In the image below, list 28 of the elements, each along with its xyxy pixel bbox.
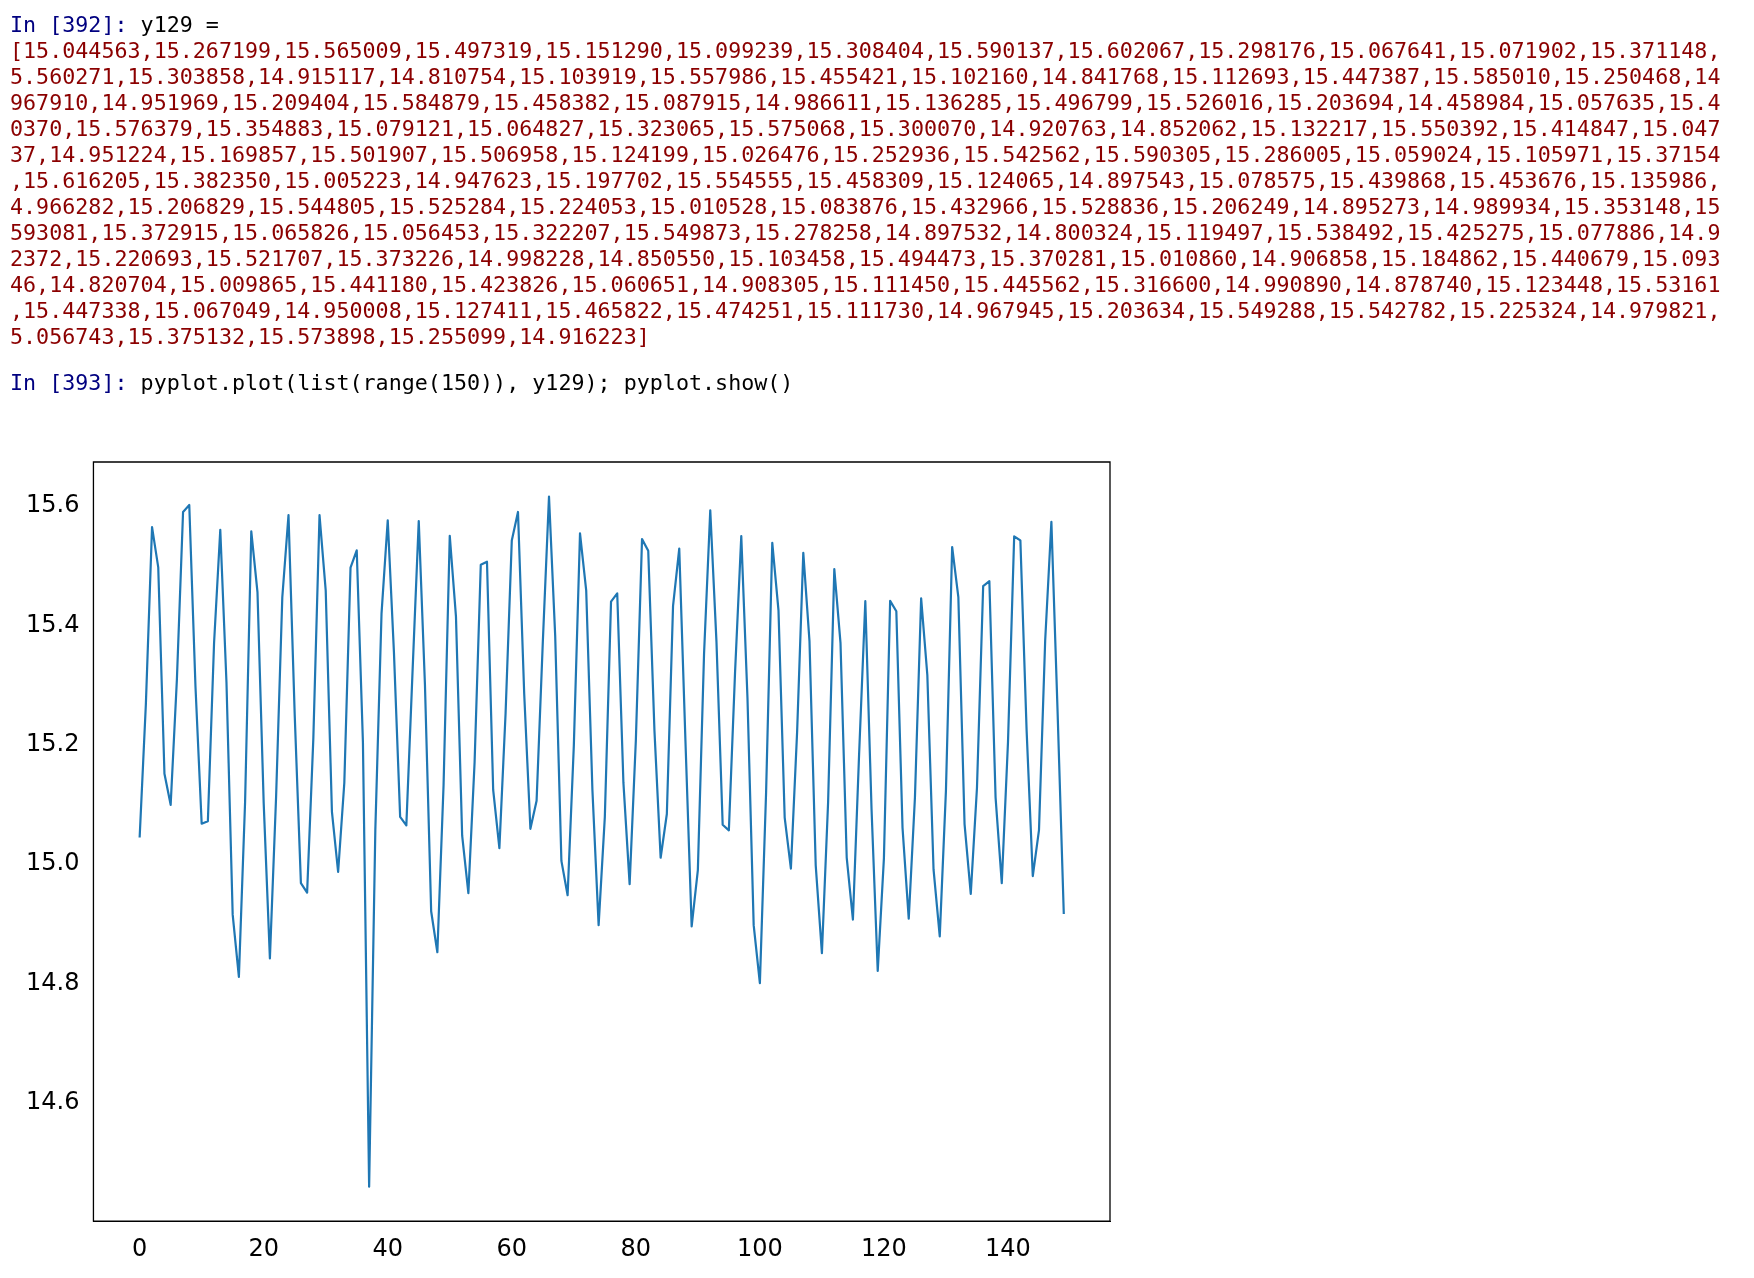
text: 967910,14.951969,15.209404,15.584879,15.458382,15.087915,14.986611,15.136285,15.496799,15.526016,15.203694,14.458984,15.057635,15.4: [10, 90, 1721, 116]
text: 0370,15.576379,15.354883,15.079121,15.064827,15.323065,15.575068,15.300070,14.920763,14.852062,15.132217,15.550392,15.414847,15.047: [10, 116, 1721, 142]
text: 5.056743,15.375132,15.573898,15.255099,14.916223]: [10, 324, 651, 350]
text: 37,14.951224,15.169857,15.501907,15.506958,15.124199,15.026476,15.252936,15.542562,15.590305,15.286005,15.059024,15.105971,15.37154: [10, 142, 1721, 168]
y-tick-label: 14.8: [26, 967, 80, 996]
text: ,15.616205,15.382350,15.005223,14.947623,15.197702,15.554555,15.458309,15.124065,14.897543,15.078575,15.439868,15.453676,15.135986,: [10, 168, 1721, 194]
y-tick-label: 15.6: [26, 490, 80, 519]
text: ,15.447338,15.067049,14.950008,15.127411,15.465822,15.474251,15.111730,14.967945,15.203634,15.549288,15.542782,15.225324,14.979821,: [10, 298, 1721, 324]
x-tick-label: 0: [132, 1233, 148, 1262]
x-tick-label: 120: [861, 1233, 907, 1262]
x-tick-label: 60: [496, 1233, 528, 1262]
y-tick-label: 14.6: [26, 1086, 80, 1115]
text: 593081,15.372915,15.065826,15.056453,15.322207,15.549873,15.278258,14.897532,14.800324,15.119497,15.538492,15.425275,15.077886,14.9: [10, 220, 1721, 246]
x-tick-label: 80: [620, 1233, 652, 1262]
y-tick-label: 15.4: [26, 609, 80, 638]
x-tick-label: 40: [372, 1233, 404, 1262]
y-tick-label: 15.0: [26, 848, 80, 877]
text: 5.560271,15.303858,14.915117,14.810754,15.103919,15.557986,15.455421,15.102160,14.841768,15.112693,15.447387,15.585010,15.250468,14: [10, 64, 1721, 90]
text: 4.966282,15.206829,15.544805,15.525284,15.224053,15.010528,15.083876,15.432966,15.528836,15.206249,14.895273,14.989934,15.353148,15: [10, 194, 1721, 220]
text: 2372,15.220693,15.521707,15.373226,14.998228,14.850550,15.103458,15.494473,15.370281,15.010860,14.906858,15.184862,15.440679,15.093: [10, 246, 1721, 272]
text: 46,14.820704,15.009865,15.441180,15.423826,15.060651,14.908305,15.111450,15.445562,15.316600,14.990890,14.878740,15.123448,15.53161: [10, 272, 1721, 298]
text: In [393]: pyplot.plot(list(range(150)), y129); pyplot.show(): [10, 370, 794, 395]
x-tick-label: 20: [248, 1233, 279, 1262]
text: In [392]: y129 =: [10, 12, 219, 37]
x-tick-label: 100: [736, 1233, 783, 1262]
x-tick-label: 140: [985, 1233, 1031, 1262]
y-tick-label: 15.2: [26, 728, 80, 757]
text: [15.044563,15.267199,15.565009,15.497319,15.151290,15.099239,15.308404,15.590137,15.602067,15.298176,15.067641,15.071902,15.371148,: [10, 38, 1721, 64]
